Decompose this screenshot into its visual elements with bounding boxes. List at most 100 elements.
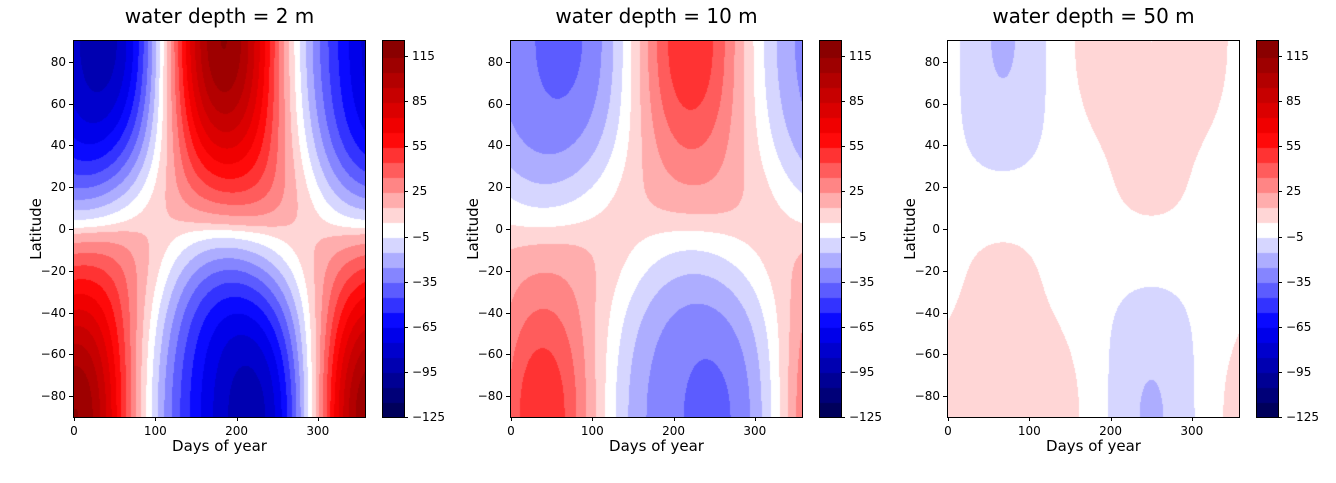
- colorbar-tick-mark: [404, 326, 408, 328]
- y-tick-label: −20: [40, 263, 66, 278]
- colorbar-tick-mark: [1278, 146, 1282, 148]
- y-tick-label: 0: [932, 222, 940, 236]
- colorbar: [383, 41, 404, 417]
- colorbar-tick-label: 85: [412, 94, 428, 109]
- y-tick-label: 20: [924, 180, 940, 195]
- y-tick-mark: [69, 354, 73, 356]
- colorbar-tick-mark: [841, 326, 845, 328]
- y-tick-mark: [506, 270, 510, 272]
- colorbar-tick-mark: [1278, 417, 1282, 418]
- panel-title: water depth = 10 m: [555, 4, 758, 28]
- colorbar-tick-mark: [841, 417, 845, 418]
- x-tick-label: 100: [143, 424, 167, 438]
- y-tick-mark: [69, 270, 73, 272]
- colorbar-tick-mark: [841, 281, 845, 283]
- colorbar-tick-label: 25: [412, 184, 428, 199]
- y-tick-label: −20: [914, 263, 940, 278]
- y-tick-mark: [943, 396, 947, 398]
- y-tick-label: −80: [40, 389, 66, 404]
- y-tick-mark: [943, 354, 947, 356]
- x-tick-label: 0: [70, 424, 78, 438]
- colorbar-tick-mark: [404, 371, 408, 373]
- y-tick-mark: [506, 229, 510, 230]
- x-axis-label: Days of year: [609, 437, 704, 455]
- y-tick-label: −40: [40, 305, 66, 320]
- y-tick-mark: [69, 312, 73, 314]
- colorbar-tick-label: 55: [412, 139, 428, 154]
- colorbar-tick-label: 85: [1286, 94, 1302, 109]
- panel-title: water depth = 50 m: [992, 4, 1195, 28]
- y-tick-mark: [69, 145, 73, 147]
- colorbar-tick-label: −35: [412, 274, 438, 289]
- y-tick-label: −40: [477, 305, 503, 320]
- colorbar-tick-label: −65: [849, 319, 875, 334]
- y-tick-mark: [943, 103, 947, 105]
- y-tick-mark: [69, 187, 73, 189]
- colorbar-tick-mark: [404, 236, 408, 238]
- colorbar-tick-label: −65: [1286, 319, 1312, 334]
- y-tick-label: 80: [487, 54, 503, 69]
- x-tick-label: 0: [507, 424, 515, 438]
- y-tick-label: 0: [495, 222, 503, 236]
- colorbar: [820, 41, 841, 417]
- colorbar-tick-label: 55: [849, 139, 865, 154]
- colorbar-tick-mark: [1278, 191, 1282, 193]
- colorbar: [1257, 41, 1278, 417]
- y-tick-label: 20: [50, 180, 66, 195]
- colorbar-tick-mark: [841, 56, 845, 58]
- y-tick-label: −60: [477, 347, 503, 362]
- x-tick-mark: [511, 417, 512, 421]
- y-tick-label: −60: [40, 347, 66, 362]
- colorbar-tick-label: 25: [849, 184, 865, 199]
- colorbar-tick-label: 115: [849, 49, 872, 64]
- y-tick-label: 80: [50, 54, 66, 69]
- y-tick-mark: [506, 354, 510, 356]
- y-tick-mark: [69, 103, 73, 105]
- y-tick-mark: [506, 145, 510, 147]
- colorbar-tick-label: −5: [412, 229, 430, 244]
- colorbar-tick-label: −95: [849, 364, 875, 379]
- x-tick-label: 0: [944, 424, 952, 438]
- y-tick-label: 60: [924, 96, 940, 111]
- y-tick-mark: [943, 270, 947, 272]
- contour-field: [511, 41, 802, 417]
- y-tick-mark: [69, 229, 73, 230]
- y-tick-label: −80: [914, 389, 940, 404]
- contour-panel-depth-50m: water depth = 50 m Latitude Days of year…: [901, 0, 1336, 483]
- y-tick-mark: [943, 312, 947, 314]
- x-tick-mark: [1110, 417, 1112, 421]
- y-tick-mark: [506, 103, 510, 105]
- x-tick-mark: [1191, 417, 1193, 421]
- x-tick-mark: [155, 417, 157, 421]
- colorbar-tick-label: 85: [849, 94, 865, 109]
- y-tick-mark: [943, 187, 947, 189]
- colorbar-tick-mark: [404, 56, 408, 58]
- colorbar-tick-label: −5: [849, 229, 867, 244]
- x-tick-mark: [74, 417, 75, 421]
- colorbar-tick-label: 115: [1286, 49, 1309, 64]
- colorbar-tick-label: −95: [1286, 364, 1312, 379]
- colorbar-tick-label: −125: [849, 410, 882, 424]
- colorbar-tick-label: 25: [1286, 184, 1302, 199]
- x-tick-mark: [1029, 417, 1031, 421]
- x-tick-mark: [754, 417, 756, 421]
- colorbar-tick-label: −65: [412, 319, 438, 334]
- colorbar-tick-label: −95: [412, 364, 438, 379]
- colorbar-tick-mark: [404, 281, 408, 283]
- y-tick-label: 60: [50, 96, 66, 111]
- colorbar-tick-mark: [404, 191, 408, 193]
- y-tick-label: 60: [487, 96, 503, 111]
- colorbar-tick-mark: [404, 146, 408, 148]
- colorbar-tick-label: −125: [412, 410, 445, 424]
- y-tick-label: −40: [914, 305, 940, 320]
- x-tick-label: 300: [306, 424, 330, 438]
- colorbar-tick-label: −125: [1286, 410, 1319, 424]
- y-tick-mark: [506, 396, 510, 398]
- y-tick-label: −20: [477, 263, 503, 278]
- colorbar-tick-mark: [404, 101, 408, 103]
- y-tick-mark: [506, 312, 510, 314]
- x-tick-label: 200: [1099, 424, 1123, 438]
- colorbar-tick-label: 115: [412, 49, 435, 64]
- x-axis-label: Days of year: [1046, 437, 1141, 455]
